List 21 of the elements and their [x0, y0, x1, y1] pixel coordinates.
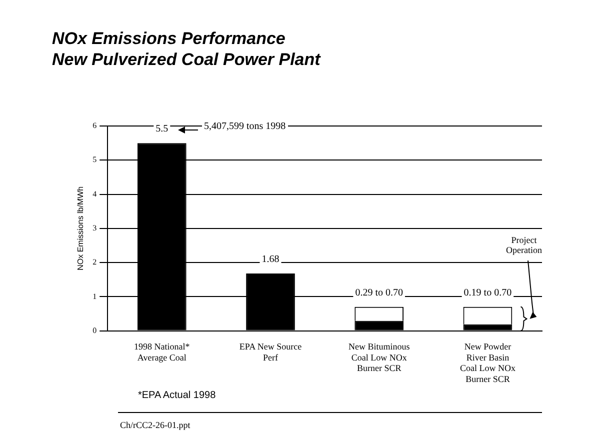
total-label: 0.19 to 0.70 [464, 288, 512, 299]
x-tick-label: 1998 National* Average Coal [134, 342, 190, 362]
annotation: Project Operation [506, 234, 542, 255]
y-tick-label: 6 [92, 121, 97, 130]
x-tick-label: New Powder River Basin Coal Low NOx Burner SCR [460, 342, 516, 384]
y-tick-label: 0 [92, 326, 97, 335]
y-tick-label: 1 [92, 292, 97, 301]
y-tick-label: 2 [92, 258, 97, 267]
x-tick-label: New Bituminous Coal Low NOx Burner SCR [348, 342, 410, 374]
y-tick-label: 5 [92, 155, 97, 164]
y-tick-label: 4 [92, 189, 97, 198]
y-tick-label: 3 [92, 223, 97, 232]
y-axis-title: NOx Emissions lb/MWh [76, 186, 86, 270]
total-label: 5.5 [156, 124, 168, 135]
total-label: 1.68 [262, 254, 280, 266]
text: Ch/rCC2-26-01.ppt [120, 420, 190, 430]
annotation: 5,407,599 tons 1998 [202, 121, 288, 132]
x-tick-label: EPA New Source Perf [239, 342, 302, 362]
total-label: 0.29 to 0.70 [355, 288, 403, 299]
text: *EPA Actual 1998 [138, 390, 216, 401]
chart-title: NOx Emissions Performance New Pulverized Coal Power Plant [52, 28, 320, 70]
